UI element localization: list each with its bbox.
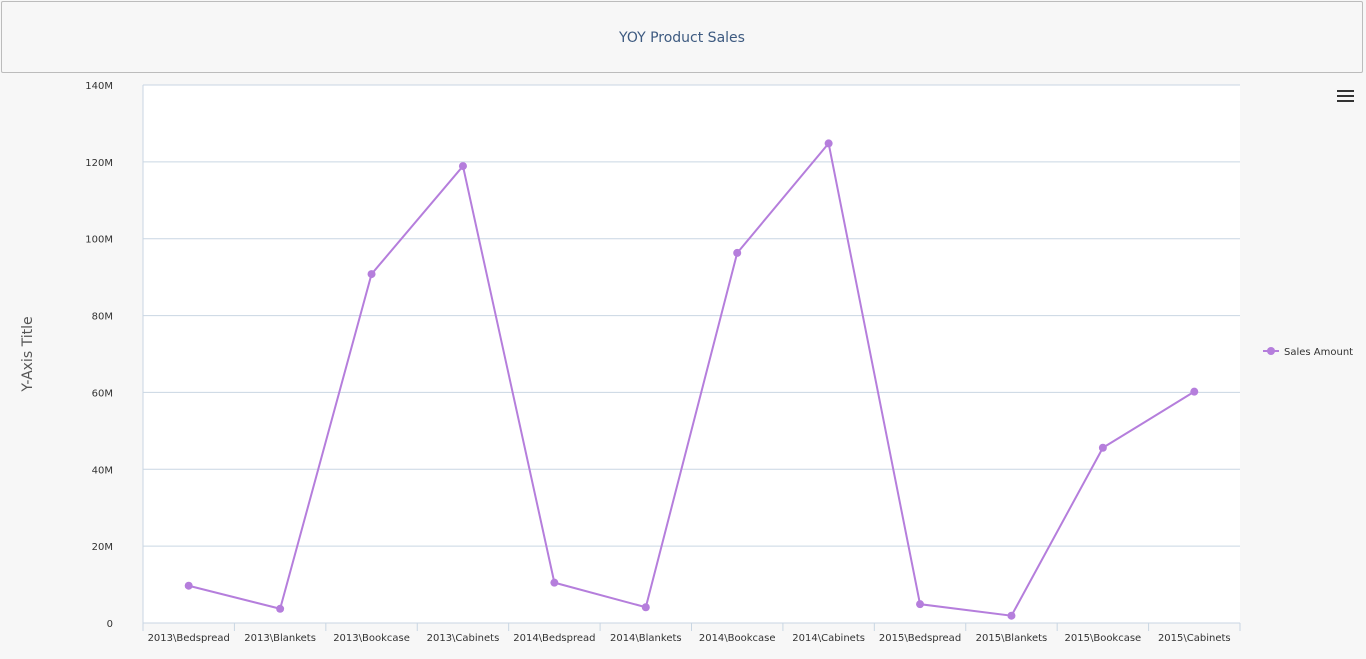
x-tick-label: 2014\Bedspread (513, 633, 595, 644)
data-point (1190, 387, 1199, 396)
x-tick-label: 2013\Bedspread (148, 633, 230, 644)
menu-icon-bar (1337, 90, 1354, 92)
y-tick-label: 0 (107, 619, 113, 630)
data-point (916, 600, 925, 609)
x-tick-label: 2015\Blankets (976, 633, 1048, 644)
y-tick-label: 20M (92, 542, 113, 553)
x-tick-label: 2013\Blankets (244, 633, 316, 644)
hamburger-menu-icon[interactable] (1337, 88, 1354, 104)
legend-marker (1267, 347, 1275, 355)
legend-item: Sales Amount (1263, 347, 1353, 358)
series-line (188, 141, 1195, 617)
data-point (550, 578, 559, 587)
data-point (733, 248, 742, 257)
plot-area (143, 85, 1240, 623)
y-tick-label: 100M (85, 235, 113, 246)
data-point (184, 581, 193, 590)
x-tick-label: 2015\Bedspread (879, 633, 961, 644)
y-tick-label: 40M (92, 465, 113, 476)
menu-icon-bar (1337, 100, 1354, 102)
y-tick-label: 140M (85, 81, 113, 92)
data-point (1098, 443, 1107, 452)
data-point (367, 270, 376, 279)
chart-title: YOY Product Sales (619, 30, 745, 46)
y-tick-label: 120M (85, 158, 113, 169)
x-tick-label: 2014\Bookcase (699, 633, 776, 644)
x-tick-label: 2014\Cabinets (792, 633, 865, 644)
y-tick-label: 60M (92, 388, 113, 399)
x-tick-label: 2015\Cabinets (1158, 633, 1231, 644)
data-point (458, 162, 467, 171)
legend-label: Sales Amount (1284, 347, 1353, 358)
x-tick-label: 2014\Blankets (610, 633, 682, 644)
x-tick-label: 2015\Bookcase (1065, 633, 1142, 644)
data-point (641, 603, 650, 612)
y-axis-title: Y-Axis Title (20, 316, 36, 392)
data-point (1007, 611, 1016, 620)
data-point (824, 139, 833, 148)
menu-icon-bar (1337, 95, 1354, 97)
x-tick-label: 2013\Cabinets (427, 633, 500, 644)
y-tick-label: 80M (92, 312, 113, 323)
chart-header: YOY Product Sales (1, 1, 1363, 73)
x-tick-label: 2013\Bookcase (333, 633, 410, 644)
data-point (276, 604, 285, 613)
